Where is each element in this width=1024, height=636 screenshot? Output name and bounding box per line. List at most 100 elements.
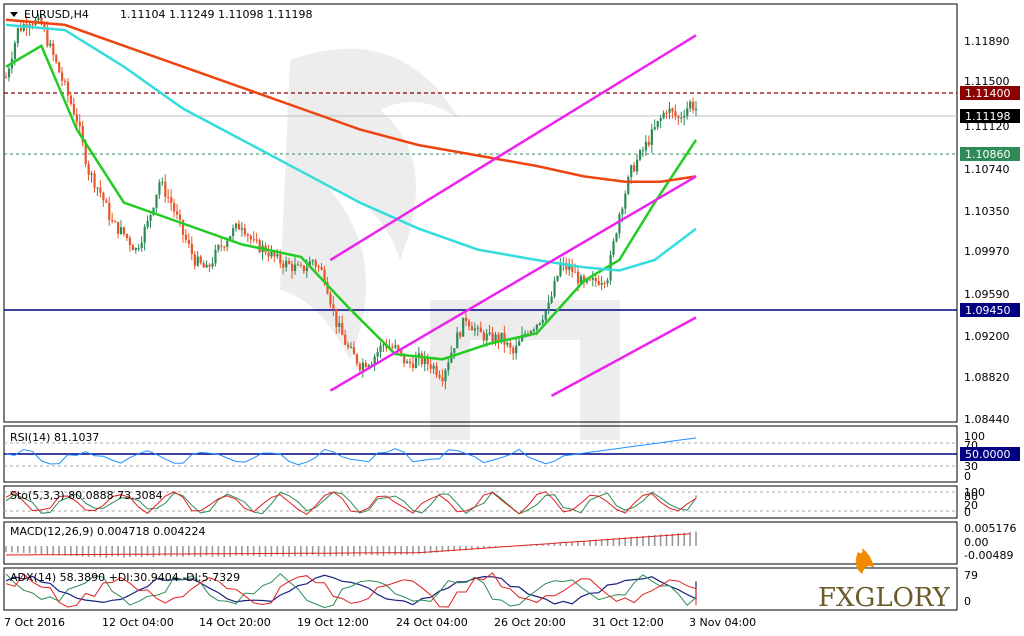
macd-bar	[152, 546, 155, 558]
candle-body	[500, 332, 503, 342]
rsi-tick: 0	[964, 470, 971, 483]
price-tick: 1.10740	[964, 163, 1010, 176]
candle-body	[659, 117, 662, 121]
candle-body	[87, 164, 90, 175]
macd-bar	[482, 546, 485, 549]
macd-bar	[70, 546, 72, 556]
candle-body	[491, 332, 494, 343]
candle-body	[403, 353, 406, 364]
adx-tick: 0	[964, 595, 971, 608]
candle-body	[674, 111, 677, 117]
candle-body	[323, 269, 326, 282]
macd-bar	[671, 533, 674, 546]
candle-body	[99, 187, 102, 193]
rsi-level-tag	[960, 447, 1020, 461]
macd-bar	[659, 534, 662, 546]
macd-bar	[535, 544, 538, 546]
time-tick: 31 Oct 12:00	[592, 616, 664, 629]
macd-bar	[22, 546, 25, 554]
time-tick: 24 Oct 04:00	[396, 616, 468, 629]
macd-bar	[388, 546, 391, 555]
macd-bar	[400, 546, 402, 555]
last-price-tag-text: 1.11198	[965, 110, 1011, 123]
candle-body	[341, 323, 344, 335]
candle-body	[252, 239, 255, 241]
candle-body	[276, 254, 279, 257]
candle-body	[467, 320, 471, 327]
macd-tick: 0.005176	[964, 522, 1017, 535]
candle-body	[202, 263, 205, 268]
candle-body	[335, 308, 338, 327]
candle-body	[105, 200, 108, 203]
candle-body	[677, 116, 680, 119]
candle-body	[270, 251, 273, 257]
candle-body	[93, 173, 96, 188]
candle-body	[146, 220, 149, 227]
macd-bar	[81, 546, 84, 557]
macd-bar	[158, 546, 161, 556]
macd-bar	[217, 546, 220, 557]
adx-pane: ADX(14) 58.3890 +DI:30.9404 -DI:5.7329 7…	[3, 567, 978, 611]
candle-body	[173, 203, 176, 212]
sto-tick: 0	[964, 506, 971, 519]
candle-body	[184, 234, 188, 240]
macd-bar	[577, 541, 579, 546]
rsi-level-tag-text: 50.0000	[965, 448, 1011, 461]
candle-body	[565, 262, 568, 270]
candle-body	[347, 344, 350, 348]
macd-bar	[465, 546, 467, 551]
macd-bar	[571, 541, 573, 546]
time-tick: 19 Oct 12:00	[297, 616, 369, 629]
candle-body	[285, 260, 288, 268]
candle-body	[494, 334, 497, 343]
candle-body	[638, 150, 642, 160]
candle-body	[695, 108, 698, 110]
candle-body	[37, 17, 40, 21]
candle-body	[317, 266, 320, 268]
macd-bar	[117, 546, 119, 557]
candle-body	[255, 239, 258, 241]
macd-bar	[612, 538, 615, 546]
candle-body	[400, 349, 403, 354]
logo-text: FXGLORY	[818, 583, 951, 613]
macd-bar	[64, 546, 66, 556]
stochastic-pane-frame	[3, 485, 958, 519]
candle-body	[624, 193, 627, 209]
candle-body	[529, 331, 533, 335]
macd-bar	[636, 536, 638, 546]
collapse-arrow-icon[interactable]	[10, 12, 18, 17]
candle-body	[311, 260, 314, 262]
price-pane: EURUSD,H4 1.11104 1.11249 1.11098 1.1119…	[3, 3, 958, 423]
macd-bar	[364, 546, 367, 555]
macd-bar	[553, 543, 556, 546]
candle-body	[308, 261, 311, 268]
candle-body	[580, 276, 583, 284]
candle-body	[128, 237, 132, 246]
candle-body	[249, 235, 252, 240]
macd-bar	[600, 539, 603, 546]
macd-bar	[418, 546, 420, 555]
candle-body	[19, 28, 22, 31]
candle-body	[131, 245, 134, 251]
candle-body	[217, 245, 220, 250]
macd-bar	[583, 540, 585, 546]
candle-body	[397, 345, 400, 350]
macd-bar	[311, 546, 314, 555]
time-tick: 7 Oct 2016	[4, 616, 65, 629]
macd-bar	[75, 546, 78, 557]
candle-body	[394, 345, 397, 348]
minus-di-line	[5, 572, 697, 608]
candle-body	[641, 150, 645, 152]
candle-body	[662, 112, 665, 118]
macd-bar	[594, 539, 597, 546]
macd-bar	[300, 546, 302, 557]
macd-bar	[46, 546, 49, 555]
macd-bar	[394, 546, 397, 556]
candle-body	[111, 219, 114, 222]
candle-body	[615, 233, 618, 242]
price-tick: 1.11500	[964, 75, 1010, 88]
candle-body	[588, 279, 592, 281]
macd-bar	[530, 545, 532, 546]
macd-bar	[547, 543, 550, 546]
macd-bar	[370, 546, 373, 556]
